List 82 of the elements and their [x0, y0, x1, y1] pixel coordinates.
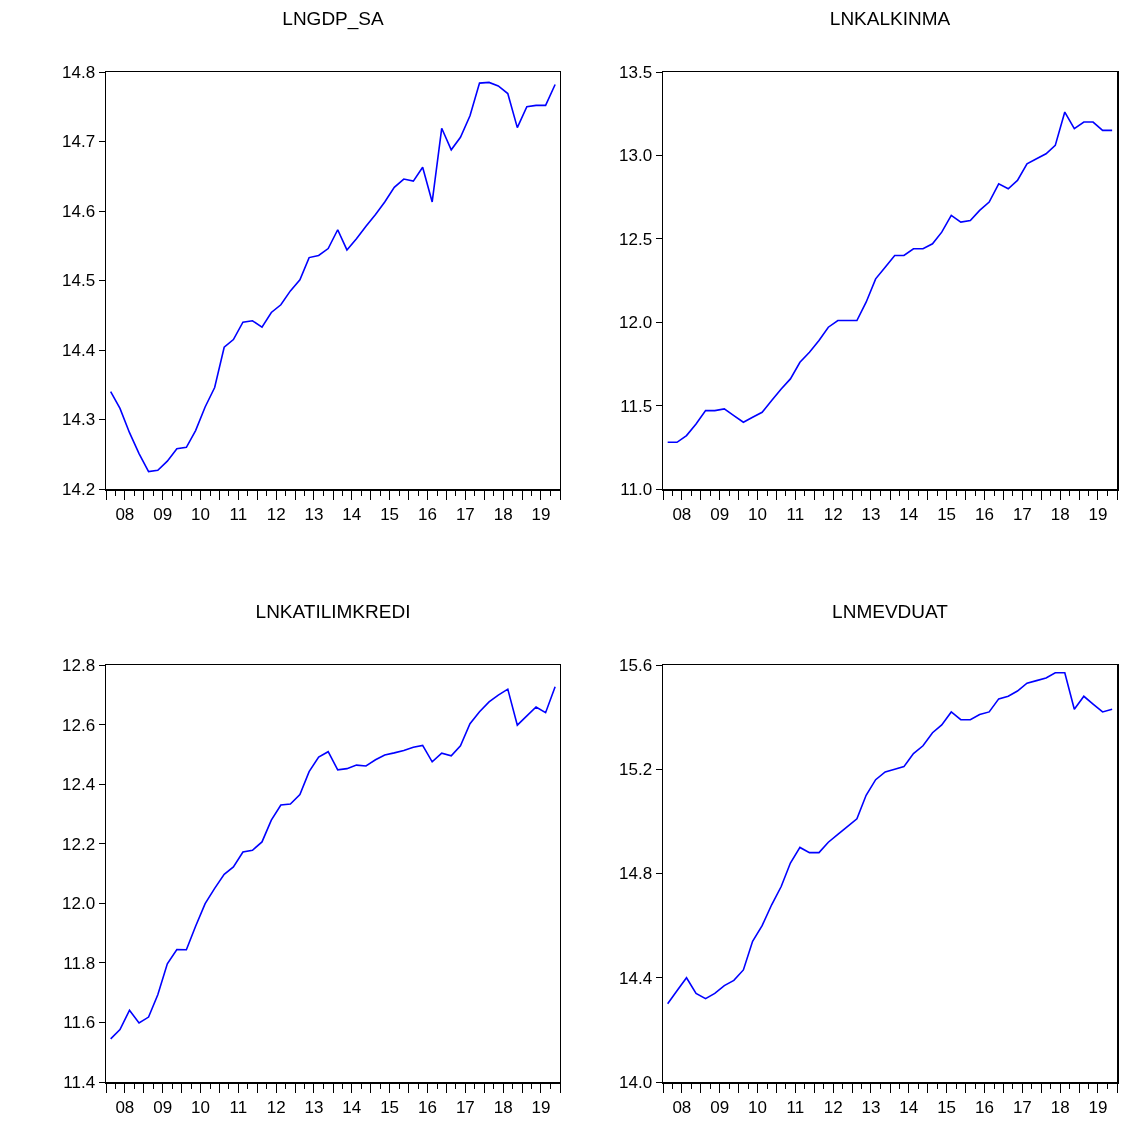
x-tick-label: 19 [1088, 1097, 1108, 1117]
x-tick-label: 09 [710, 1097, 730, 1117]
x-tick-label: 19 [1088, 504, 1108, 524]
y-tick-label: 13.5 [619, 62, 653, 82]
x-tick-label: 12 [266, 1097, 286, 1117]
y-tick-label: 12.5 [619, 229, 653, 249]
x-tick-label: 15 [937, 504, 957, 524]
x-tick-label: 08 [115, 1097, 135, 1117]
x-tick-label: 09 [153, 504, 173, 524]
y-tick-label: 11.0 [620, 479, 653, 499]
x-tick-label: 09 [710, 504, 730, 524]
x-tick-label: 16 [975, 504, 994, 524]
x-tick-label: 19 [531, 504, 551, 524]
x-tick-label: 12 [823, 504, 843, 524]
x-tick-label: 17 [455, 504, 475, 524]
chart-title: LNKATILIMKREDI [255, 600, 411, 622]
x-tick-label: 16 [418, 1097, 437, 1117]
x-tick-label: 15 [380, 1097, 400, 1117]
x-tick-label: 08 [672, 504, 692, 524]
x-tick-label: 16 [418, 504, 437, 524]
y-tick-label: 11.4 [63, 1072, 96, 1092]
x-tick-label: 14 [899, 504, 919, 524]
y-tick-label: 12.6 [62, 715, 96, 735]
y-tick-label: 11.6 [63, 1013, 96, 1033]
line-series [109, 81, 556, 473]
y-tick-label: 15.6 [619, 655, 653, 675]
x-tick-label: 12 [266, 504, 286, 524]
y-tick-label: 11.8 [63, 953, 96, 973]
x-tick-label: 15 [380, 504, 400, 524]
x-tick-label: 13 [304, 504, 324, 524]
x-tick-label: 17 [455, 1097, 475, 1117]
y-tick-label: 14.7 [62, 132, 96, 152]
chart-title: LNGDP_SA [282, 7, 385, 30]
x-tick-label: 18 [493, 504, 513, 524]
x-tick-label: 13 [304, 1097, 324, 1117]
x-tick-label: 14 [342, 1097, 362, 1117]
x-tick-label: 15 [937, 1097, 957, 1117]
x-tick-label: 16 [975, 1097, 994, 1117]
y-tick-label: 11.5 [620, 396, 653, 416]
x-tick-label: 17 [1012, 1097, 1032, 1117]
x-tick-label: 13 [861, 1097, 881, 1117]
y-tick-label: 12.2 [62, 834, 96, 854]
y-tick-label: 14.0 [619, 1072, 653, 1092]
y-tick-label: 14.5 [62, 271, 96, 291]
y-tick-label: 14.4 [62, 340, 96, 360]
y-tick-label: 14.2 [62, 479, 96, 499]
y-tick-label: 14.6 [62, 201, 96, 221]
x-tick-label: 19 [531, 1097, 551, 1117]
y-tick-label: 14.4 [619, 968, 653, 988]
y-tick-label: 12.4 [62, 775, 96, 795]
x-tick-label: 10 [191, 1097, 210, 1117]
x-tick-label: 12 [823, 1097, 843, 1117]
x-tick-label: 08 [115, 504, 135, 524]
x-tick-label: 11 [229, 504, 248, 524]
x-tick-label: 18 [493, 1097, 513, 1117]
x-tick-label: 10 [191, 504, 210, 524]
y-tick-label: 12.0 [62, 894, 96, 914]
x-tick-label: 09 [153, 1097, 173, 1117]
line-series [666, 111, 1113, 444]
y-tick-label: 12.8 [62, 655, 96, 675]
y-tick-label: 15.2 [619, 760, 653, 780]
x-tick-label: 11 [786, 1097, 805, 1117]
y-tick-label: 14.3 [62, 410, 96, 430]
y-tick-label: 12.0 [619, 313, 653, 333]
x-tick-label: 13 [861, 504, 881, 524]
x-tick-label: 14 [899, 1097, 919, 1117]
x-tick-label: 10 [748, 1097, 767, 1117]
x-tick-label: 11 [786, 504, 805, 524]
x-tick-label: 08 [672, 1097, 692, 1117]
chart-title: LNMEVDUAT [832, 600, 949, 622]
x-tick-label: 18 [1050, 504, 1070, 524]
y-tick-label: 14.8 [619, 864, 653, 884]
x-tick-label: 10 [748, 504, 767, 524]
line-series [666, 672, 1113, 1005]
x-tick-label: 18 [1050, 1097, 1070, 1117]
y-tick-label: 13.0 [619, 146, 653, 166]
x-tick-label: 14 [342, 504, 362, 524]
x-tick-label: 17 [1012, 504, 1032, 524]
x-tick-label: 11 [229, 1097, 248, 1117]
y-tick-label: 14.8 [62, 62, 96, 82]
line-series [109, 685, 556, 1040]
chart-title: LNKALKINMA [829, 7, 951, 29]
